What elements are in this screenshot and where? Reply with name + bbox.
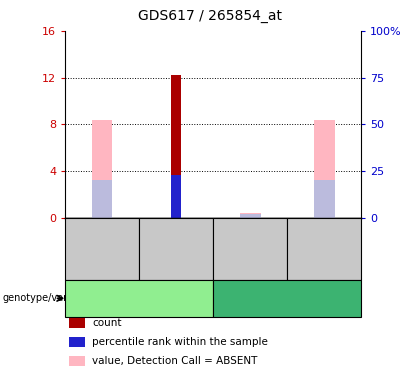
Bar <box>240 214 260 218</box>
Bar <box>171 175 181 218</box>
Text: GSM9917: GSM9917 <box>319 225 329 272</box>
Text: wild type: wild type <box>262 293 312 303</box>
Text: 35S.AtRALF1-1: 35S.AtRALF1-1 <box>98 293 180 303</box>
Text: GSM9916: GSM9916 <box>245 225 255 272</box>
Text: percentile rank within the sample: percentile rank within the sample <box>92 337 268 347</box>
Text: count: count <box>92 318 122 328</box>
Bar <box>314 120 335 218</box>
Bar <box>314 180 335 218</box>
Bar <box>240 213 260 218</box>
Text: GSM9919: GSM9919 <box>171 225 181 272</box>
Text: value, Detection Call = ABSENT: value, Detection Call = ABSENT <box>92 356 258 366</box>
Bar <box>92 180 113 218</box>
Bar <box>171 75 181 218</box>
Text: genotype/variation: genotype/variation <box>2 293 95 303</box>
Bar <box>92 120 113 218</box>
Text: GDS617 / 265854_at: GDS617 / 265854_at <box>138 9 282 23</box>
Text: GSM9918: GSM9918 <box>97 225 107 272</box>
